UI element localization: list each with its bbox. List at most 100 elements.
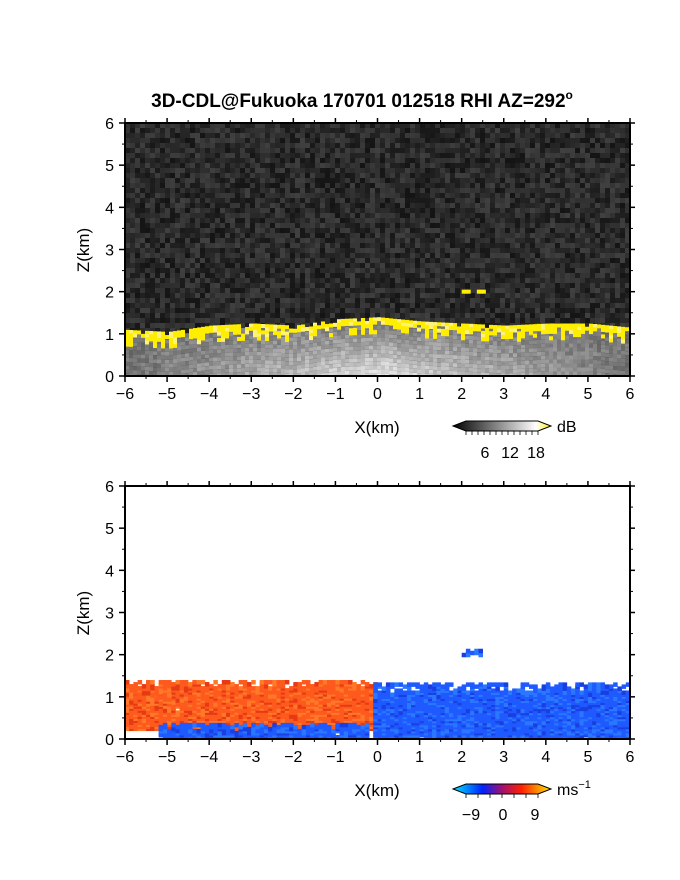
snr-noise-cell — [150, 133, 155, 138]
snr-noise-cell — [365, 278, 370, 283]
snr-noise-cell — [535, 158, 540, 163]
snr-noise-cell — [175, 198, 180, 203]
snr-noise-cell — [510, 258, 515, 263]
snr-noise-cell — [140, 133, 145, 138]
snr-noise-cell — [300, 228, 305, 233]
snr-noise-cell — [290, 238, 295, 243]
snr-noise-cell — [220, 213, 225, 218]
snr-noise-cell — [225, 313, 230, 318]
snr-noise-cell — [325, 318, 330, 323]
snr-noise-cell — [490, 218, 495, 223]
snr-noise-cell — [575, 283, 580, 288]
snr-noise-cell — [375, 153, 380, 158]
snr-noise-cell — [440, 153, 445, 158]
snr-noise-cell — [425, 218, 430, 223]
snr-noise-cell — [320, 308, 325, 313]
snr-noise-cell — [340, 183, 345, 188]
snr-noise-cell — [315, 243, 320, 248]
snr-noise-cell — [520, 318, 525, 323]
snr-noise-cell — [315, 143, 320, 148]
snr-noise-cell — [130, 188, 135, 193]
snr-noise-cell — [445, 223, 450, 228]
snr-noise-cell — [395, 223, 400, 228]
snr-noise-cell — [555, 178, 560, 183]
snr-noise-cell — [190, 293, 195, 298]
snr-noise-cell — [380, 223, 385, 228]
snr-noise-cell — [480, 253, 485, 258]
snr-noise-cell — [300, 293, 305, 298]
snr-noise-cell — [460, 238, 465, 243]
snr-noise-cell — [260, 213, 265, 218]
snr-noise-cell — [290, 143, 295, 148]
snr-noise-cell — [500, 153, 505, 158]
snr-noise-cell — [195, 158, 200, 163]
snr-noise-cell — [230, 158, 235, 163]
snr-noise-cell — [485, 173, 490, 178]
snr-noise-cell — [435, 273, 440, 278]
snr-noise-cell — [530, 283, 535, 288]
snr-noise-cell — [535, 173, 540, 178]
snr-noise-cell — [610, 208, 615, 213]
snr-noise-cell — [355, 163, 360, 168]
snr-noise-cell — [125, 308, 130, 313]
snr-noise-cell — [555, 233, 560, 238]
snr-noise-cell — [165, 308, 170, 313]
snr-noise-cell — [230, 208, 235, 213]
snr-noise-cell — [375, 213, 380, 218]
snr-noise-cell — [235, 193, 240, 198]
snr-noise-cell — [330, 243, 335, 248]
snr-noise-cell — [505, 288, 510, 293]
snr-noise-cell — [525, 213, 530, 218]
snr-noise-cell — [370, 158, 375, 163]
snr-noise-cell — [545, 188, 550, 193]
snr-noise-cell — [315, 133, 320, 138]
snr-noise-cell — [345, 208, 350, 213]
snr-noise-cell — [625, 198, 630, 203]
snr-noise-cell — [605, 183, 610, 188]
snr-noise-cell — [245, 158, 250, 163]
snr-noise-cell — [535, 238, 540, 243]
snr-noise-cell — [480, 228, 485, 233]
snr-noise-cell — [605, 303, 610, 308]
snr-noise-cell — [370, 243, 375, 248]
snr-noise-cell — [525, 273, 530, 278]
snr-noise-cell — [605, 313, 610, 318]
snr-noise-cell — [590, 143, 595, 148]
snr-noise-cell — [430, 258, 435, 263]
snr-noise-cell — [505, 323, 510, 328]
snr-noise-cell — [575, 133, 580, 138]
snr-noise-cell — [205, 173, 210, 178]
snr-noise-cell — [505, 173, 510, 178]
snr-noise-cell — [170, 153, 175, 158]
snr-noise-cell — [470, 158, 475, 163]
snr-noise-cell — [390, 313, 395, 318]
snr-noise-cell — [230, 248, 235, 253]
snr-noise-cell — [450, 143, 455, 148]
snr-noise-cell — [415, 153, 420, 158]
snr-noise-cell — [315, 298, 320, 303]
snr-noise-cell — [590, 233, 595, 238]
snr-noise-cell — [490, 133, 495, 138]
snr-noise-cell — [325, 178, 330, 183]
snr-noise-cell — [155, 163, 160, 168]
snr-noise-cell — [565, 288, 570, 293]
snr-noise-cell — [475, 233, 480, 238]
snr-noise-cell — [340, 303, 345, 308]
snr-noise-cell — [135, 178, 140, 183]
snr-noise-cell — [595, 278, 600, 283]
snr-noise-cell — [385, 208, 390, 213]
snr-noise-cell — [165, 318, 170, 323]
snr-noise-cell — [540, 128, 545, 133]
snr-noise-cell — [190, 228, 195, 233]
snr-noise-cell — [510, 123, 515, 128]
snr-noise-cell — [615, 278, 620, 283]
snr-noise-cell — [595, 303, 600, 308]
snr-noise-cell — [470, 253, 475, 258]
snr-noise-cell — [255, 268, 260, 273]
snr-noise-cell — [595, 193, 600, 198]
snr-noise-cell — [505, 228, 510, 233]
snr-noise-cell — [325, 223, 330, 228]
snr-noise-cell — [325, 168, 330, 173]
snr-noise-cell — [490, 268, 495, 273]
snr-noise-cell — [280, 128, 285, 133]
